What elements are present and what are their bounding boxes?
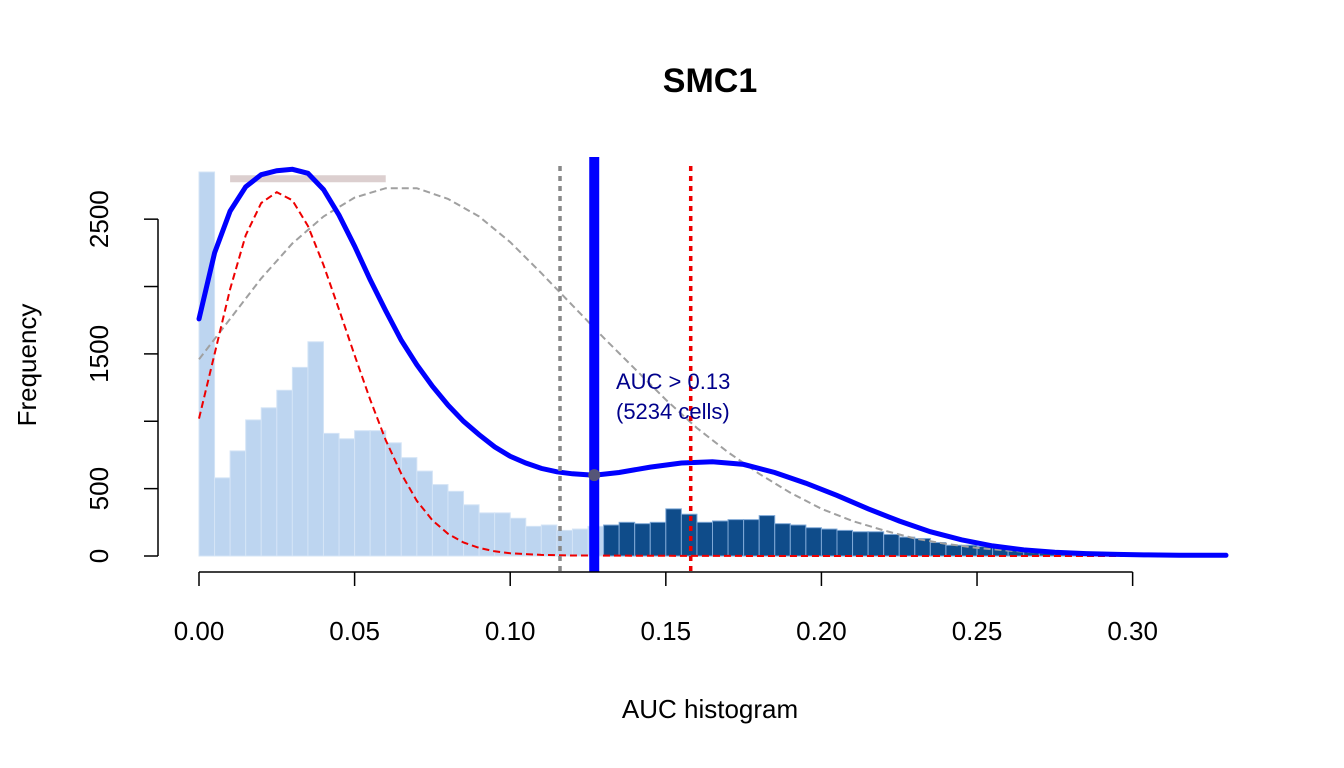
histogram-bar: [914, 537, 931, 557]
x-tick-label: 0.15: [641, 616, 692, 646]
chart-title: SMC1: [663, 62, 757, 100]
histogram-bar: [603, 524, 620, 557]
x-tick-label: 0.25: [952, 616, 1003, 646]
histogram-bar: [571, 528, 589, 557]
histogram-bar: [898, 536, 916, 557]
histogram-bars: [198, 171, 1227, 557]
histogram-bar: [945, 544, 962, 557]
y-tick-label: 2500: [84, 190, 114, 248]
histogram-bar: [649, 521, 667, 557]
threshold-point: [588, 469, 601, 482]
histogram-bar: [214, 477, 231, 557]
histogram-bar: [805, 527, 822, 557]
histogram-bar: [400, 457, 418, 557]
histogram-bar: [447, 490, 465, 557]
fitted-density-curve: [196, 166, 1229, 558]
histogram-bar: [883, 533, 900, 557]
histogram-bar: [229, 450, 247, 557]
histogram-bar: [743, 519, 760, 557]
histogram-bar: [929, 542, 947, 557]
histogram-bar: [820, 528, 838, 557]
x-axis-label: AUC histogram: [622, 694, 798, 724]
annotation-line: AUC > 0.13: [616, 369, 730, 394]
x-tick-label: 0.20: [796, 616, 847, 646]
histogram-bar: [369, 430, 387, 557]
histogram-bar: [634, 523, 651, 557]
histogram-bar: [245, 419, 262, 557]
histogram-bar: [260, 407, 278, 557]
histogram-bar: [836, 529, 854, 557]
threshold-annotation: AUC > 0.13 (5234 cells): [616, 369, 730, 424]
x-tick-label: 0.30: [1107, 616, 1158, 646]
histogram-bar: [463, 504, 480, 557]
histogram-bar: [712, 520, 729, 557]
histogram-bar: [540, 524, 558, 557]
threshold-lines: [558, 157, 693, 572]
histogram-bar: [556, 529, 573, 557]
histogram-bar: [618, 521, 636, 557]
histogram-bar: [338, 438, 356, 557]
histogram-bar: [758, 515, 776, 557]
histogram-bar: [696, 521, 713, 557]
x-tick-label: 0.00: [174, 616, 225, 646]
histogram-bar: [494, 512, 511, 557]
histogram-bar: [867, 531, 885, 557]
histogram-bar: [354, 430, 371, 557]
annotation-line: (5234 cells): [616, 399, 730, 424]
density-curves: [196, 166, 1229, 558]
y-tick-label: 500: [84, 467, 114, 510]
histogram-bar: [509, 517, 527, 557]
histogram-bar: [665, 508, 682, 557]
histogram-bar: [789, 524, 807, 557]
histogram-bar: [416, 470, 433, 557]
histogram-bar: [431, 484, 449, 557]
x-tick-label: 0.10: [485, 616, 536, 646]
histogram-bar: [276, 389, 293, 557]
histogram-bar: [852, 531, 869, 557]
histogram-bar: [727, 519, 745, 557]
histogram-bar: [322, 432, 340, 557]
y-tick-label: 1500: [84, 325, 114, 383]
histogram-bar: [525, 525, 542, 557]
histogram-bar: [307, 341, 324, 557]
x-tick-label: 0.05: [329, 616, 380, 646]
histogram-bar: [774, 523, 791, 557]
y-axis-label: Frequency: [12, 304, 42, 427]
red-normal-curve: [198, 191, 1226, 557]
y-tick-label: 0: [84, 549, 114, 563]
histogram-bar: [385, 442, 402, 557]
axes: 0.00 0.05 0.10 0.15 0.20 0.25 0.30 0 500 1500 2500: [84, 190, 1158, 646]
histogram-bar: [291, 366, 309, 557]
